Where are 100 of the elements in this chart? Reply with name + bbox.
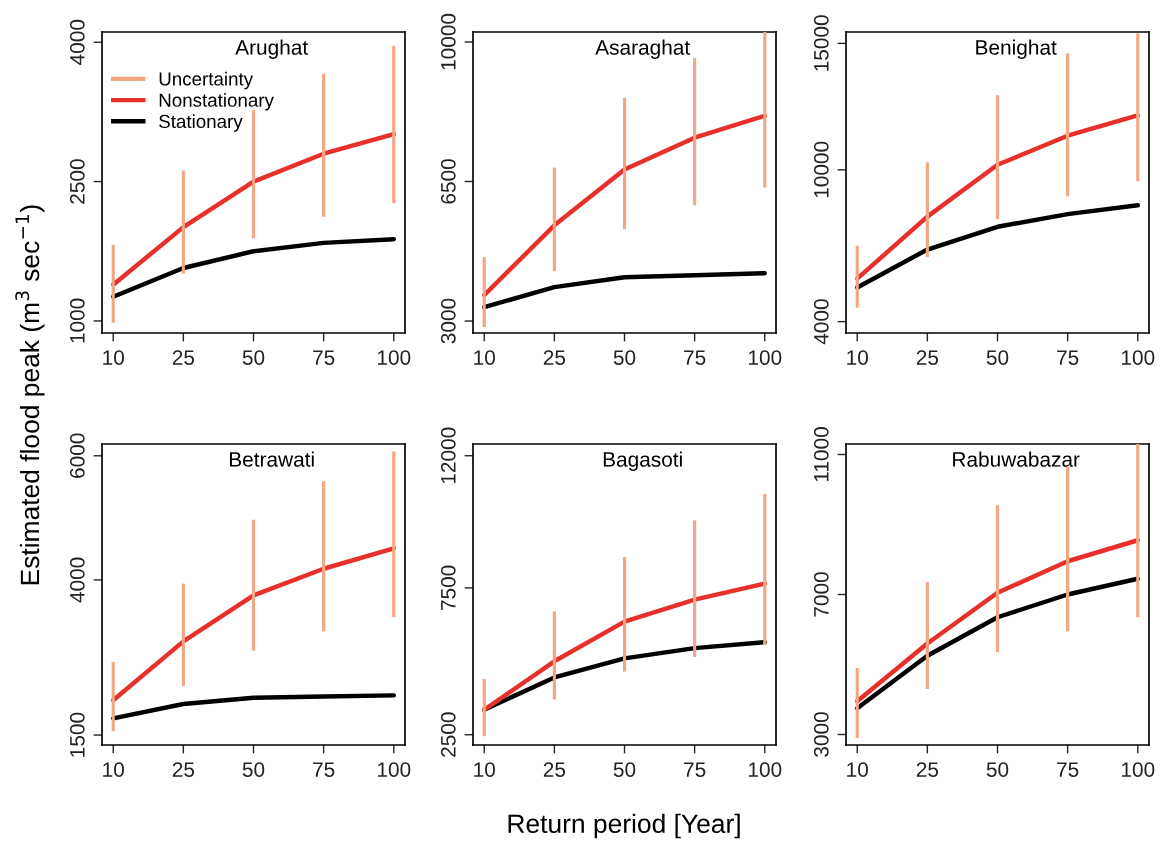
x-tick-label: 75	[313, 762, 335, 777]
x-tick-label: 10	[103, 350, 124, 365]
y-tick-label: 4000	[69, 19, 85, 65]
legend-label: Uncertainty	[159, 71, 254, 90]
bar	[181, 583, 185, 687]
y-tick-label: 15000	[813, 15, 829, 71]
bar	[622, 97, 627, 230]
chart-title: Bagasoti	[603, 451, 682, 471]
x-axis-title: Return period [Year]	[508, 813, 740, 839]
y-tick-label: 3000	[813, 712, 829, 757]
bar	[482, 678, 486, 737]
x-tick-label: 100	[748, 350, 782, 365]
bar	[1136, 444, 1140, 618]
y-tick-label: 2500	[440, 712, 456, 757]
x-tick-label: 25	[916, 762, 939, 777]
y-tick-label: 6500	[440, 159, 456, 204]
x-tick-label: 75	[313, 350, 335, 365]
x-tick-label: 50	[986, 350, 1009, 365]
chart-title: Rabuwabazar	[953, 451, 1080, 467]
y-axis-title: Estimated flood peak (m$^{3}$ sec$^{−1}$)	[15, 205, 45, 585]
bar	[392, 45, 396, 203]
bar	[552, 167, 556, 272]
line-series	[111, 546, 396, 703]
line-series	[111, 693, 396, 721]
bar	[322, 481, 326, 632]
x-tick-label: 100	[748, 762, 782, 777]
bar	[925, 582, 929, 689]
bar	[111, 244, 115, 323]
x-tick-label: 10	[474, 350, 495, 365]
chart-title: Arughat	[235, 39, 309, 59]
bar	[322, 73, 326, 217]
x-tick-label: 75	[684, 762, 706, 777]
line-series	[855, 203, 1140, 290]
y-tick-label: 7500	[440, 565, 456, 610]
x-tick-label: 50	[613, 762, 636, 777]
x-tick-label: 100	[1121, 350, 1155, 365]
bar	[1066, 466, 1070, 632]
x-tick-label: 25	[543, 350, 566, 365]
line-series	[482, 581, 767, 712]
bar	[1136, 33, 1140, 182]
chart-title: Asaraghat	[595, 39, 691, 59]
y-tick-label: 7000	[813, 572, 829, 617]
chart-title: Benighat	[976, 39, 1057, 59]
x-tick-label: 10	[474, 762, 495, 777]
x-tick-label: 10	[847, 762, 868, 777]
bar	[995, 95, 1000, 220]
x-tick-label: 25	[172, 350, 195, 365]
bar	[251, 110, 256, 239]
bar	[763, 493, 767, 646]
x-tick-label: 10	[847, 350, 868, 365]
legend-label: Nonstationary	[159, 93, 274, 111]
line-series	[111, 236, 396, 299]
y-tick-label: 10000	[813, 141, 829, 198]
y-tick-label: 4000	[813, 299, 829, 345]
chart-title: Betrawati	[229, 451, 314, 467]
x-tick-label: 100	[377, 762, 411, 777]
x-tick-label: 10	[103, 762, 124, 777]
bar	[392, 451, 396, 618]
x-tick-label: 50	[986, 762, 1009, 777]
y-tick-label: 3000	[440, 298, 456, 344]
x-tick-label: 75	[1057, 350, 1079, 365]
x-tick-label: 75	[1057, 762, 1079, 777]
bar	[482, 257, 486, 328]
x-tick-label: 100	[377, 350, 411, 365]
y-tick-label: 6000	[69, 433, 85, 478]
bar	[622, 557, 627, 672]
bar	[995, 505, 1000, 653]
bar	[855, 668, 859, 738]
x-tick-label: 50	[242, 350, 265, 365]
bar	[693, 57, 697, 206]
line-series	[482, 113, 767, 298]
bar	[552, 611, 556, 700]
y-tick-label: 1500	[69, 712, 85, 757]
line-series	[855, 576, 1140, 711]
line-series	[855, 538, 1140, 704]
x-tick-label: 25	[172, 762, 195, 777]
y-tick-label: 1000	[69, 298, 85, 343]
bar	[763, 32, 767, 188]
bar	[1066, 53, 1070, 197]
line-series	[482, 270, 767, 310]
line-series	[111, 131, 396, 287]
y-tick-label: 4000	[69, 557, 85, 603]
y-tick-label: 11000	[813, 427, 829, 482]
bar	[925, 162, 929, 258]
bar	[855, 245, 859, 308]
x-tick-label: 50	[613, 350, 636, 365]
bar	[181, 170, 185, 274]
x-tick-label: 25	[916, 350, 939, 365]
x-tick-label: 75	[684, 350, 706, 365]
y-tick-label: 12000	[440, 427, 456, 484]
bar	[251, 519, 256, 651]
x-tick-label: 25	[543, 762, 566, 777]
line-series	[855, 113, 1140, 281]
x-tick-label: 50	[242, 762, 265, 777]
bar	[111, 661, 115, 732]
x-tick-label: 100	[1121, 762, 1155, 777]
y-tick-label: 10000	[440, 13, 456, 70]
bar	[693, 520, 697, 657]
legend-label: Stationary	[159, 114, 243, 132]
y-tick-label: 2500	[69, 159, 85, 204]
